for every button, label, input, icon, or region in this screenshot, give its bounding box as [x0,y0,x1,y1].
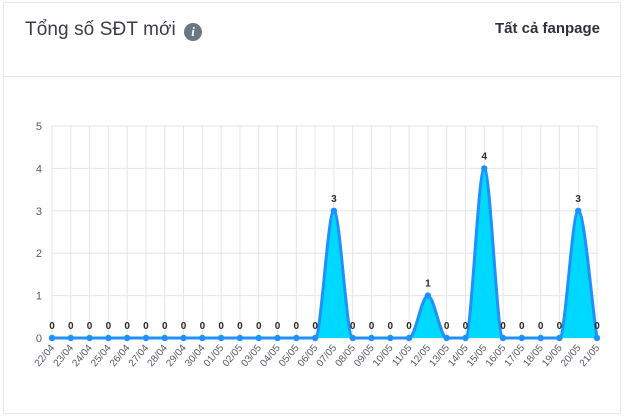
data-label: 0 [181,321,187,332]
data-label: 0 [444,321,450,332]
data-label: 0 [256,321,262,332]
info-icon[interactable]: i [184,23,202,41]
data-label: 0 [106,321,112,332]
data-point [593,334,601,342]
data-label: 0 [294,321,300,332]
data-label: 4 [481,151,487,162]
data-label: 0 [387,321,393,332]
data-point [349,334,356,342]
series-line [51,166,599,340]
fanpage-filter-button[interactable]: Tất cả fanpage [494,20,600,37]
data-point [481,165,488,172]
data-point [217,334,225,342]
data-point [387,334,394,342]
data-label: 0 [49,321,55,332]
chart-title: Tổng số SĐT mới [25,19,176,40]
data-point [499,334,507,342]
data-point [462,334,469,342]
data-label: 0 [68,321,74,332]
data-point [199,334,206,342]
y-tick-label: 2 [36,248,42,260]
data-label: 0 [237,321,243,332]
y-tick-label: 1 [36,291,42,303]
data-label: 3 [331,194,337,205]
data-point [575,207,582,214]
data-point [48,334,56,342]
data-label: 0 [143,321,149,332]
data-point [123,334,131,342]
data-point [443,334,450,342]
data-label: 0 [275,321,281,332]
data-label: 0 [312,321,318,332]
data-label: 0 [218,321,224,332]
y-tick-label: 4 [36,163,42,175]
data-label: 0 [350,321,356,332]
x-tick-label: 21/05 [578,343,603,370]
data-point [405,334,413,342]
data-point [105,334,112,342]
data-point [274,334,281,342]
data-point [330,207,338,214]
data-point [67,334,74,342]
data-point [537,334,544,342]
y-tick-label: 3 [36,206,42,218]
data-label: 0 [87,321,93,332]
card-header: Tổng số SĐT mới i Tất cả fanpage [4,3,620,77]
data-label: 0 [594,321,600,332]
data-point [368,334,375,342]
data-point [86,334,93,342]
data-point [161,334,168,342]
data-label: 0 [557,321,563,332]
data-label: 0 [538,321,544,332]
data-point [236,334,244,342]
data-label: 0 [124,321,130,332]
data-point [142,334,150,342]
series-area [52,168,597,338]
x-tick-label: 10/05 [371,343,396,370]
data-point [180,334,187,342]
data-label: 3 [575,194,581,205]
data-point [255,334,262,342]
data-label: 0 [369,321,375,332]
chart-card: Tổng số SĐT mới i Tất cả fanpage [3,2,621,414]
data-label: 0 [463,321,469,332]
data-point [311,334,319,342]
data-label: 0 [162,321,168,332]
data-point [518,334,526,342]
data-point [293,334,300,342]
data-label: 0 [406,321,412,332]
data-label: 0 [500,321,506,332]
data-label: 0 [519,321,525,332]
data-label: 0 [200,321,206,332]
y-tick-label: 0 [36,333,42,345]
data-point [424,292,432,299]
y-tick-label: 5 [36,121,42,133]
data-point [556,334,563,342]
data-label: 1 [425,279,431,290]
